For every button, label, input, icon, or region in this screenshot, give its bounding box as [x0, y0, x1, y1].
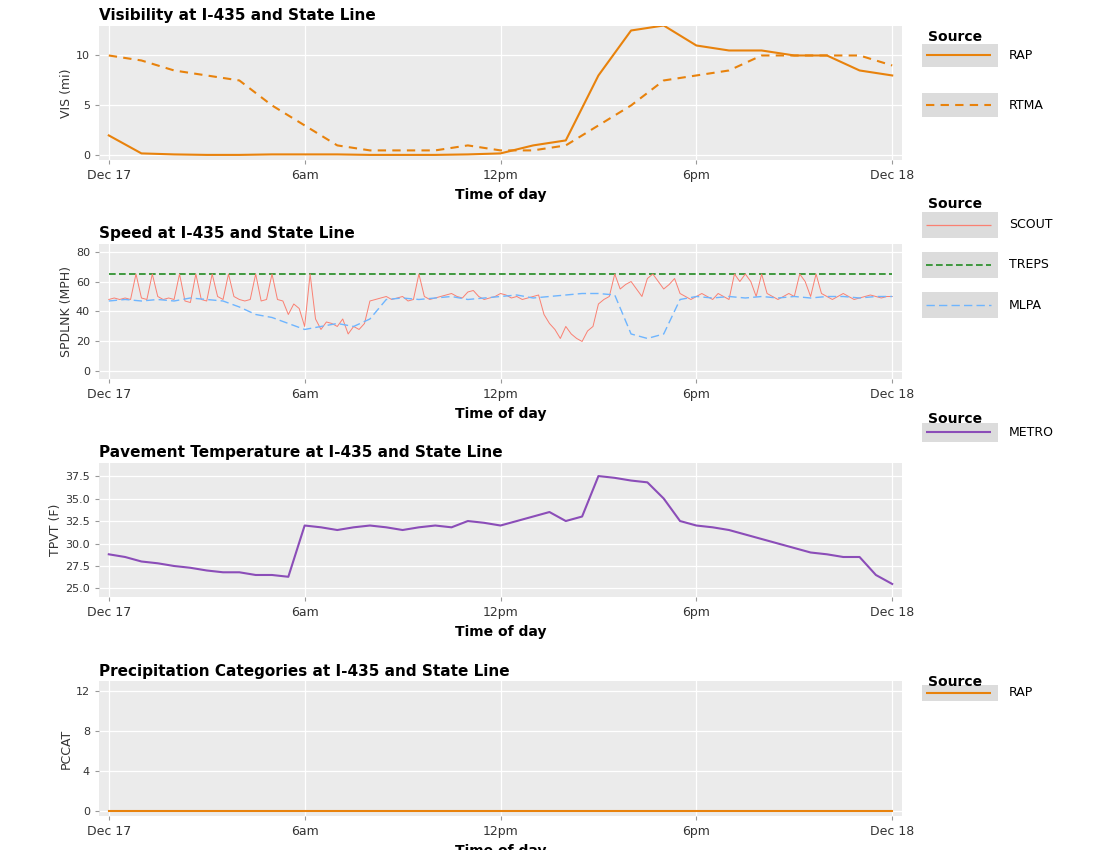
Text: RAP: RAP	[1010, 687, 1034, 700]
FancyBboxPatch shape	[922, 212, 999, 238]
Y-axis label: VIS (mi): VIS (mi)	[60, 68, 74, 117]
Text: MLPA: MLPA	[1010, 298, 1043, 312]
Text: RTMA: RTMA	[1010, 99, 1044, 111]
FancyBboxPatch shape	[922, 94, 999, 116]
Text: Source: Source	[927, 197, 981, 211]
Y-axis label: TPVT (F): TPVT (F)	[50, 504, 63, 556]
Text: Pavement Temperature at I-435 and State Line: Pavement Temperature at I-435 and State …	[99, 445, 503, 460]
Text: Source: Source	[927, 31, 981, 44]
FancyBboxPatch shape	[922, 252, 999, 278]
X-axis label: Time of day: Time of day	[454, 406, 547, 421]
Text: Source: Source	[927, 675, 981, 689]
Text: Visibility at I-435 and State Line: Visibility at I-435 and State Line	[99, 8, 376, 23]
Text: SCOUT: SCOUT	[1010, 218, 1053, 231]
Text: Speed at I-435 and State Line: Speed at I-435 and State Line	[99, 226, 354, 241]
FancyBboxPatch shape	[922, 292, 999, 318]
FancyBboxPatch shape	[922, 423, 999, 442]
Text: Precipitation Categories at I-435 and State Line: Precipitation Categories at I-435 and St…	[99, 664, 509, 678]
X-axis label: Time of day: Time of day	[454, 843, 547, 850]
X-axis label: Time of day: Time of day	[454, 625, 547, 639]
Text: METRO: METRO	[1010, 426, 1054, 439]
Text: Source: Source	[927, 412, 981, 426]
Y-axis label: PCCAT: PCCAT	[60, 728, 73, 768]
Text: RAP: RAP	[1010, 48, 1034, 62]
FancyBboxPatch shape	[922, 43, 999, 67]
X-axis label: Time of day: Time of day	[454, 188, 547, 202]
Y-axis label: SPDLNK (MPH): SPDLNK (MPH)	[60, 266, 73, 357]
Text: TREPS: TREPS	[1010, 258, 1049, 271]
FancyBboxPatch shape	[922, 684, 999, 701]
